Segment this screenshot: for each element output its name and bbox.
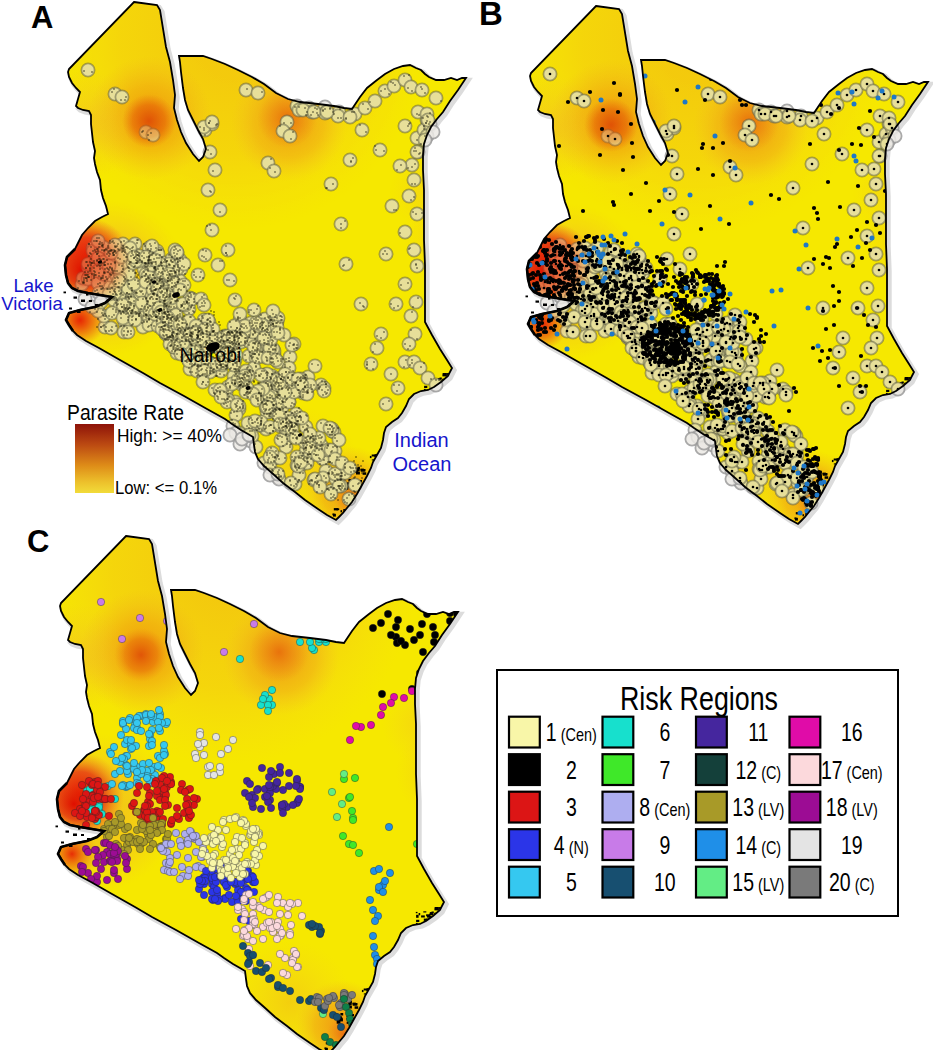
svg-text:10: 10 (654, 869, 676, 897)
svg-text:Low: <= 0.1%: Low: <= 0.1% (115, 477, 217, 498)
svg-text:7: 7 (659, 756, 670, 784)
svg-text:Risk Regions: Risk Regions (620, 680, 778, 717)
svg-text:C: C (27, 524, 49, 559)
svg-text:Ocean: Ocean (393, 453, 452, 475)
svg-text:3: 3 (566, 794, 577, 822)
svg-text:Parasite Rate: Parasite Rate (67, 400, 184, 425)
svg-text:B: B (479, 0, 503, 32)
svg-text:16: 16 (841, 719, 863, 747)
svg-text:A: A (31, 0, 53, 35)
svg-text:2: 2 (566, 756, 577, 784)
svg-text:19: 19 (841, 831, 863, 859)
svg-text:6: 6 (659, 719, 670, 747)
svg-text:High: >= 40%: High: >= 40% (117, 425, 222, 446)
svg-text:9: 9 (659, 831, 670, 859)
svg-text:Indian: Indian (394, 429, 449, 451)
svg-text:5: 5 (566, 869, 577, 897)
svg-text:11: 11 (748, 719, 768, 747)
svg-text:Nairobi: Nairobi (180, 344, 242, 366)
svg-text:Victoria: Victoria (1, 293, 63, 314)
